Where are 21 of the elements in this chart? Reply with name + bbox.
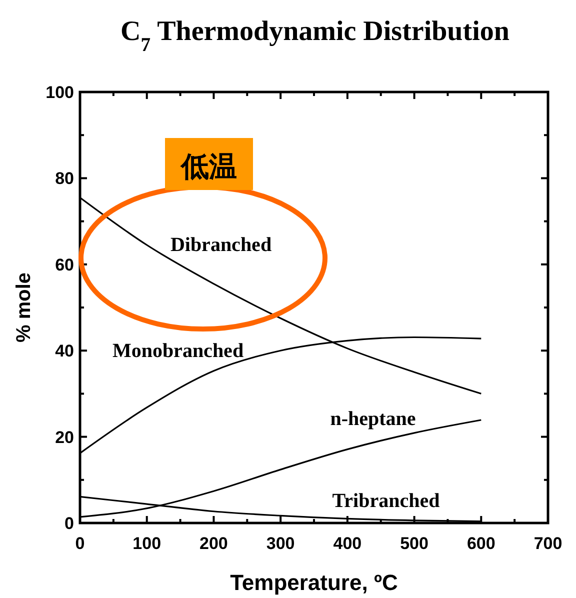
x-tick-label: 600 [466, 534, 496, 553]
series-label: Dibranched [170, 234, 272, 256]
chart-title: C$_{7}$ Thermodynamic Distribution [120, 16, 510, 56]
y-axis-title: % mole [13, 272, 35, 343]
x-tick-label: 100 [132, 534, 162, 553]
x-axis-title: Temperature, ºC [230, 570, 398, 595]
y-tick-label: 20 [55, 428, 74, 447]
y-tick-label: 100 [46, 83, 74, 102]
series-label: n-heptane [330, 408, 416, 430]
x-tick-label: 500 [400, 534, 428, 553]
series-label: Tribranched [332, 490, 440, 512]
x-tick-label: 200 [200, 534, 228, 553]
x-tick-label: 300 [266, 534, 295, 553]
series-label: Monobranched [112, 340, 244, 362]
y-tick-label: 40 [55, 342, 74, 361]
x-tick-label: 400 [333, 534, 362, 553]
x-tick-label: 700 [534, 534, 562, 553]
annotation: 低温 [180, 150, 237, 183]
y-tick-label: 60 [55, 255, 74, 274]
y-tick-label: 0 [64, 514, 74, 533]
y-tick-label: 80 [55, 169, 74, 188]
